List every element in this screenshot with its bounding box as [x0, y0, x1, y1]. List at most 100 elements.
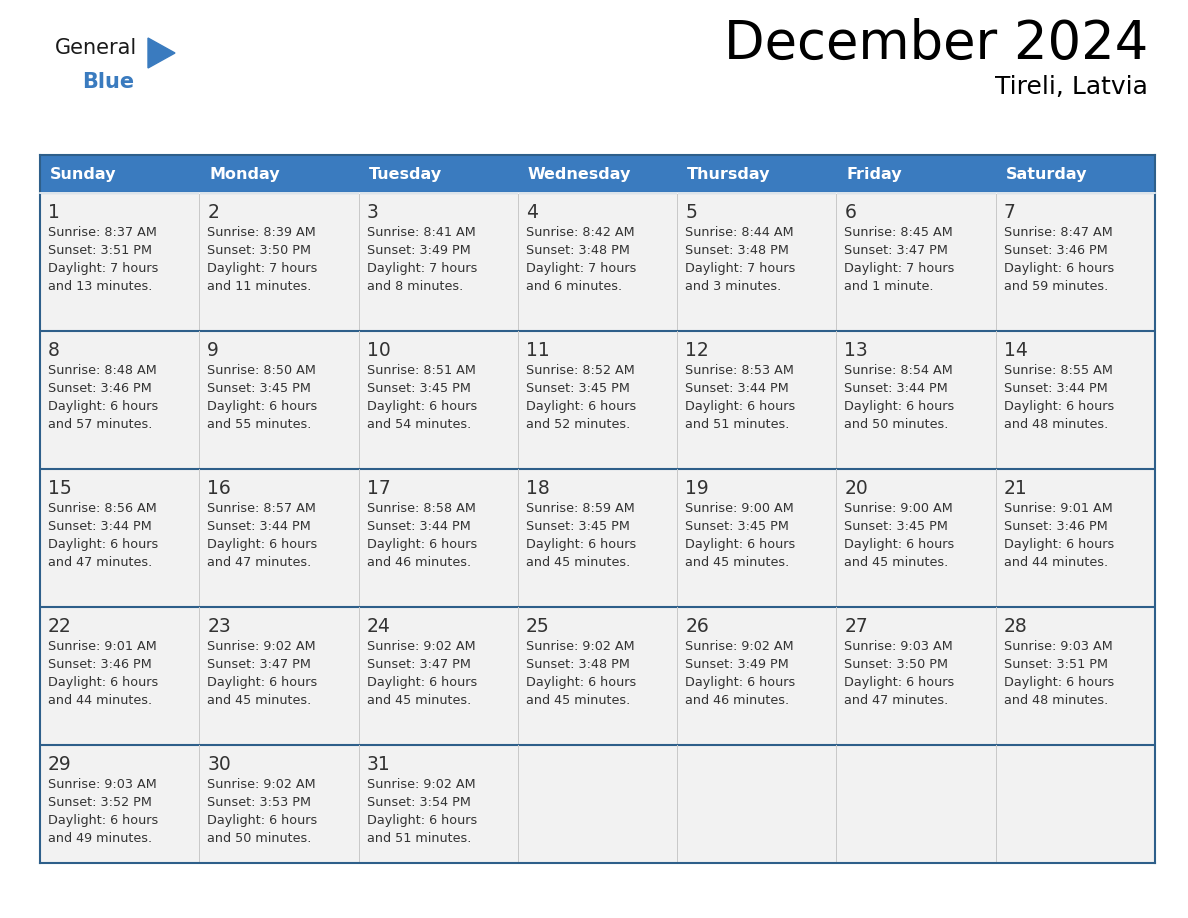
Text: and 49 minutes.: and 49 minutes. [48, 832, 152, 845]
Text: 25: 25 [526, 617, 550, 636]
Text: 23: 23 [207, 617, 230, 636]
Text: 31: 31 [367, 755, 391, 774]
Text: Sunset: 3:50 PM: Sunset: 3:50 PM [845, 658, 948, 671]
Text: Sunrise: 9:00 AM: Sunrise: 9:00 AM [845, 502, 953, 515]
Text: Daylight: 6 hours: Daylight: 6 hours [526, 400, 636, 413]
Text: Sunset: 3:45 PM: Sunset: 3:45 PM [526, 382, 630, 395]
Text: Sunset: 3:44 PM: Sunset: 3:44 PM [207, 520, 311, 533]
Bar [836, 607, 996, 745]
Text: Sunrise: 9:02 AM: Sunrise: 9:02 AM [367, 640, 475, 653]
Text: Sunrise: 8:48 AM: Sunrise: 8:48 AM [48, 364, 157, 377]
Bar [40, 745, 200, 863]
Text: 24: 24 [367, 617, 391, 636]
Text: 5: 5 [685, 203, 697, 222]
Bar [677, 469, 836, 607]
Text: Daylight: 7 hours: Daylight: 7 hours [685, 262, 796, 275]
Bar [677, 745, 836, 863]
Text: Sunrise: 9:02 AM: Sunrise: 9:02 AM [685, 640, 794, 653]
Text: Sunrise: 8:54 AM: Sunrise: 8:54 AM [845, 364, 953, 377]
Text: 26: 26 [685, 617, 709, 636]
Text: and 1 minute.: and 1 minute. [845, 280, 934, 293]
Text: Sunset: 3:46 PM: Sunset: 3:46 PM [1004, 520, 1107, 533]
Text: Daylight: 6 hours: Daylight: 6 hours [207, 814, 317, 827]
Text: Daylight: 6 hours: Daylight: 6 hours [207, 538, 317, 551]
Text: Daylight: 6 hours: Daylight: 6 hours [367, 814, 476, 827]
Text: 12: 12 [685, 341, 709, 360]
Text: 29: 29 [48, 755, 71, 774]
Text: Sunset: 3:47 PM: Sunset: 3:47 PM [367, 658, 470, 671]
Text: 18: 18 [526, 479, 550, 498]
Text: and 13 minutes.: and 13 minutes. [48, 280, 152, 293]
Text: and 45 minutes.: and 45 minutes. [845, 556, 949, 569]
Text: and 8 minutes.: and 8 minutes. [367, 280, 463, 293]
Bar [359, 745, 518, 863]
Text: Daylight: 6 hours: Daylight: 6 hours [845, 676, 955, 689]
Text: Sunrise: 8:58 AM: Sunrise: 8:58 AM [367, 502, 475, 515]
Text: and 54 minutes.: and 54 minutes. [367, 418, 470, 431]
Bar [996, 469, 1155, 607]
Text: Sunset: 3:44 PM: Sunset: 3:44 PM [48, 520, 152, 533]
Bar [518, 607, 677, 745]
Text: Sunrise: 9:03 AM: Sunrise: 9:03 AM [1004, 640, 1112, 653]
Text: Daylight: 6 hours: Daylight: 6 hours [526, 538, 636, 551]
Text: Daylight: 6 hours: Daylight: 6 hours [685, 676, 796, 689]
Text: Sunset: 3:52 PM: Sunset: 3:52 PM [48, 796, 152, 809]
Text: Daylight: 6 hours: Daylight: 6 hours [48, 814, 158, 827]
Bar [40, 607, 200, 745]
Text: and 45 minutes.: and 45 minutes. [367, 694, 470, 707]
Text: Daylight: 6 hours: Daylight: 6 hours [367, 538, 476, 551]
Text: Daylight: 6 hours: Daylight: 6 hours [207, 676, 317, 689]
Text: 15: 15 [48, 479, 71, 498]
Bar [677, 607, 836, 745]
Text: Sunrise: 9:02 AM: Sunrise: 9:02 AM [207, 778, 316, 791]
Text: Daylight: 7 hours: Daylight: 7 hours [526, 262, 637, 275]
Bar [996, 331, 1155, 469]
Text: 1: 1 [48, 203, 59, 222]
Text: Sunrise: 9:02 AM: Sunrise: 9:02 AM [207, 640, 316, 653]
Text: Sunrise: 9:01 AM: Sunrise: 9:01 AM [1004, 502, 1112, 515]
Text: Daylight: 7 hours: Daylight: 7 hours [367, 262, 476, 275]
Text: and 48 minutes.: and 48 minutes. [1004, 418, 1108, 431]
Text: and 48 minutes.: and 48 minutes. [1004, 694, 1108, 707]
Bar [40, 193, 200, 331]
Text: 13: 13 [845, 341, 868, 360]
Text: Tuesday: Tuesday [368, 166, 442, 182]
Text: Sunrise: 8:47 AM: Sunrise: 8:47 AM [1004, 226, 1112, 239]
Text: 10: 10 [367, 341, 391, 360]
Text: and 44 minutes.: and 44 minutes. [48, 694, 152, 707]
Text: Daylight: 6 hours: Daylight: 6 hours [48, 676, 158, 689]
Text: and 55 minutes.: and 55 minutes. [207, 418, 311, 431]
Bar [518, 469, 677, 607]
Text: Sunset: 3:49 PM: Sunset: 3:49 PM [367, 244, 470, 257]
Text: Sunset: 3:53 PM: Sunset: 3:53 PM [207, 796, 311, 809]
Text: 11: 11 [526, 341, 550, 360]
Text: and 45 minutes.: and 45 minutes. [207, 694, 311, 707]
Text: Friday: Friday [846, 166, 902, 182]
Text: Daylight: 6 hours: Daylight: 6 hours [1004, 262, 1114, 275]
Text: December 2024: December 2024 [723, 18, 1148, 70]
Text: Sunset: 3:45 PM: Sunset: 3:45 PM [845, 520, 948, 533]
Text: Sunrise: 8:42 AM: Sunrise: 8:42 AM [526, 226, 634, 239]
Text: Monday: Monday [209, 166, 280, 182]
Text: and 45 minutes.: and 45 minutes. [526, 694, 630, 707]
Text: Sunrise: 8:55 AM: Sunrise: 8:55 AM [1004, 364, 1113, 377]
Text: Daylight: 6 hours: Daylight: 6 hours [1004, 676, 1114, 689]
Text: Sunset: 3:44 PM: Sunset: 3:44 PM [845, 382, 948, 395]
Text: Daylight: 6 hours: Daylight: 6 hours [845, 400, 955, 413]
Text: 8: 8 [48, 341, 59, 360]
Text: Sunset: 3:49 PM: Sunset: 3:49 PM [685, 658, 789, 671]
Bar [359, 331, 518, 469]
Text: Daylight: 6 hours: Daylight: 6 hours [845, 538, 955, 551]
Bar [836, 469, 996, 607]
Text: Sunset: 3:46 PM: Sunset: 3:46 PM [48, 658, 152, 671]
Text: Sunrise: 8:59 AM: Sunrise: 8:59 AM [526, 502, 634, 515]
Text: Sunset: 3:45 PM: Sunset: 3:45 PM [685, 520, 789, 533]
Text: Thursday: Thursday [687, 166, 771, 182]
Text: and 50 minutes.: and 50 minutes. [207, 832, 311, 845]
Text: Sunset: 3:45 PM: Sunset: 3:45 PM [207, 382, 311, 395]
Text: Sunrise: 8:45 AM: Sunrise: 8:45 AM [845, 226, 953, 239]
Text: 3: 3 [367, 203, 379, 222]
Bar [836, 331, 996, 469]
Text: Sunrise: 9:00 AM: Sunrise: 9:00 AM [685, 502, 794, 515]
Text: and 11 minutes.: and 11 minutes. [207, 280, 311, 293]
